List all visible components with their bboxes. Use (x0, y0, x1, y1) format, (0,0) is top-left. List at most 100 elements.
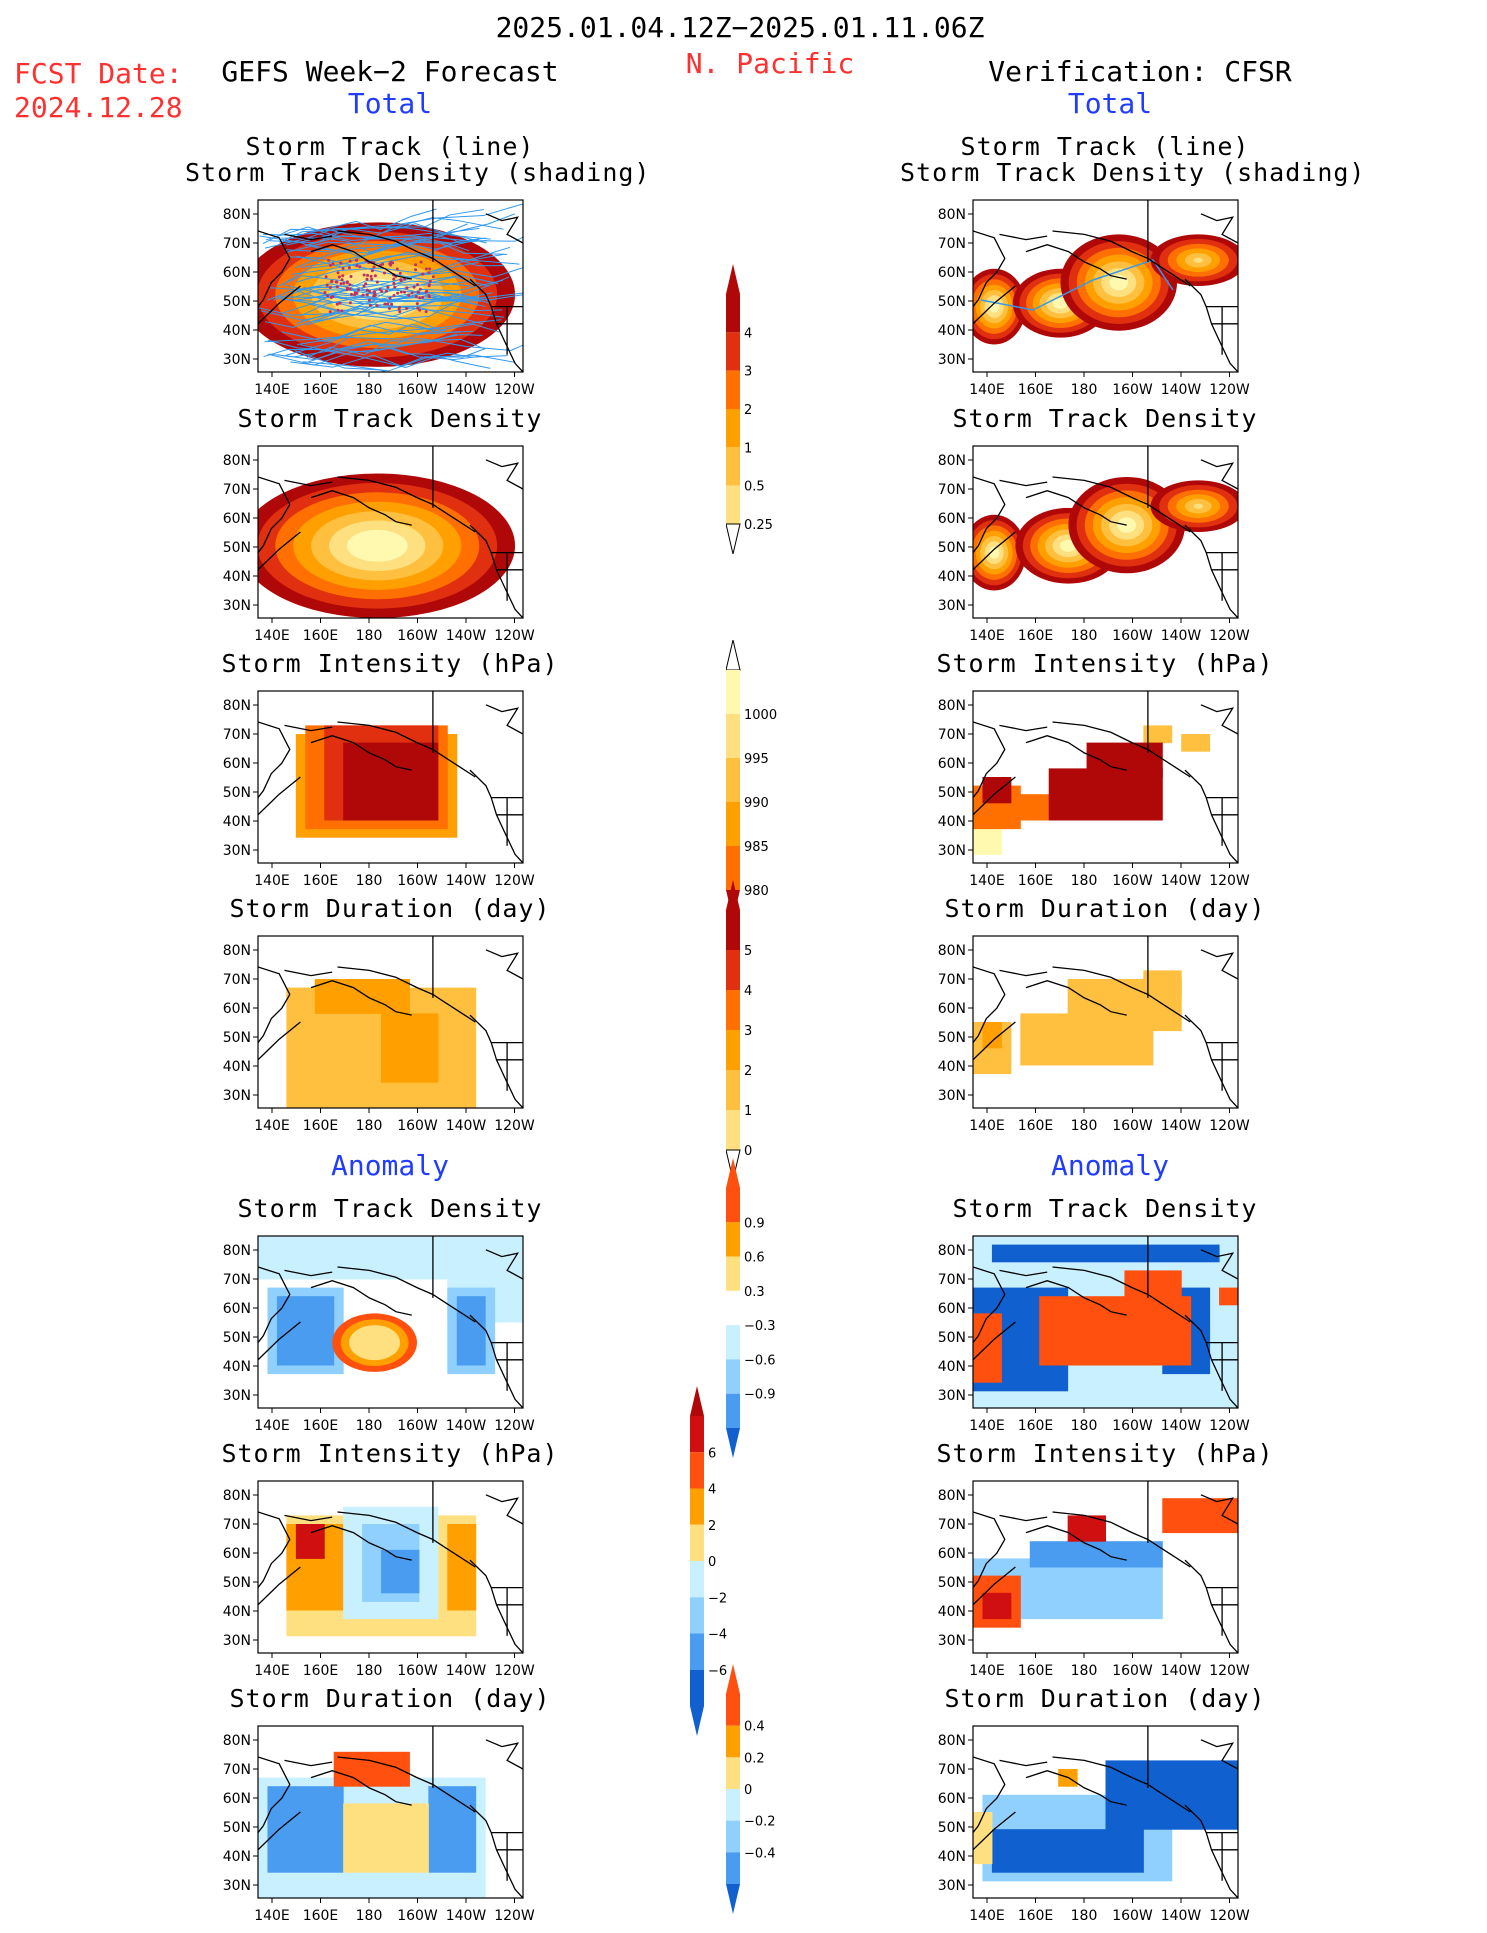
map-plot: 80N 70N 60N 50N 40N 30N140E 160E 180 160W 140W 120… (905, 683, 1250, 898)
panel-title: Storm Duration (day) (185, 896, 595, 921)
panel-title: Storm Track Density (900, 1196, 1310, 1221)
lon-tick-label: 180 (356, 1418, 383, 1434)
date-range-title: 2025.01.04.12Z−2025.01.11.06Z (440, 14, 1040, 42)
lon-tick-label: 120W (1209, 1118, 1250, 1134)
lat-tick-label: 80N (938, 1243, 966, 1259)
colorbar-label: 2 (744, 403, 752, 418)
right-total-label: Total (1010, 90, 1210, 118)
lat-tick-label: 40N (938, 1604, 966, 1620)
lon-tick-label: 180 (1071, 1118, 1098, 1134)
lat-tick-label: 30N (938, 1088, 966, 1104)
region-title: N. Pacific (640, 50, 900, 78)
lat-tick-label: 50N (938, 1575, 966, 1591)
colorbar-label: 985 (744, 840, 769, 855)
lon-tick-label: 180 (1071, 382, 1098, 398)
lat-tick-label: 40N (223, 323, 251, 339)
lon-tick-label: 180 (356, 1663, 383, 1679)
lon-tick-label: 180 (356, 1908, 383, 1924)
forecast-track-density-map: 80N 70N 60N 50N 40N 30N 140E 160E 180 160W 140W 120… (190, 192, 535, 407)
lat-tick-label: 40N (223, 814, 251, 830)
lon-tick-label: 120W (1209, 1418, 1250, 1434)
shading (973, 1760, 1239, 1881)
lon-tick-label: 120W (494, 382, 535, 398)
lat-tick-label: 70N (938, 972, 966, 988)
map-plot: 80N 70N 60N 50N 40N 30N140E 160E 180 160W 140W 120… (190, 1718, 535, 1933)
map-plot: 80N 70N 60N 50N 40N 30N140E 160E 180 160W 140W 120… (905, 928, 1250, 1143)
colorbar-label: 6 (708, 1446, 716, 1461)
forecast-duration-map: 80N 70N 60N 50N 40N 30N 140E 160E 180 160W 140W 120… (190, 928, 535, 1143)
lat-tick-label: 50N (938, 785, 966, 801)
lat-tick-label: 50N (938, 1330, 966, 1346)
lat-tick-label: 60N (938, 1791, 966, 1807)
right-column-title: Verification: CFSR (940, 58, 1340, 86)
lat-tick-label: 30N (938, 1388, 966, 1404)
map-plot: 80N 70N 60N 50N 40N 30N140E 160E 180 160W 140W 120… (905, 1473, 1250, 1688)
map-plot: 80N 70N 60N 50N 40N 30N140E 160E 180 160W 140W 120… (190, 192, 535, 407)
lon-tick-label: 120W (1209, 382, 1250, 398)
lon-tick-label: 160W (397, 628, 438, 644)
lon-tick-label: 180 (1071, 1418, 1098, 1434)
colorbar-label: −4 (708, 1628, 727, 1643)
lon-tick-label: 160W (397, 1663, 438, 1679)
colorbar-label: 0.25 (744, 518, 773, 533)
lon-tick-label: 160E (1018, 628, 1054, 644)
panel-title: Storm Intensity (hPa) (900, 1441, 1310, 1466)
verification-duration-anomaly-map: 80N 70N 60N 50N 40N 30N 140E 160E 180 160W 140W 120… (905, 1718, 1250, 1933)
panel-title: Storm Track Density (185, 406, 595, 431)
lon-tick-label: 120W (494, 873, 535, 889)
map-plot: 80N 70N 60N 50N 40N 30N140E 160E 180 160W 140W 120… (905, 1718, 1250, 1933)
lon-tick-label: 140E (969, 873, 1005, 889)
shading (962, 477, 1246, 591)
lat-tick-label: 80N (223, 943, 251, 959)
lon-tick-label: 140E (254, 1418, 290, 1434)
lat-tick-label: 60N (938, 265, 966, 281)
lon-tick-label: 120W (494, 1118, 535, 1134)
panel-title: Storm Intensity (hPa) (185, 651, 595, 676)
lon-tick-label: 140E (254, 1118, 290, 1134)
shading (962, 234, 1246, 344)
lat-tick-label: 30N (223, 598, 251, 614)
colorbar-label: 4 (744, 326, 752, 341)
shading (973, 1236, 1239, 1409)
verification-intensity-anomaly-map: 80N 70N 60N 50N 40N 30N 140E 160E 180 160W 140W 120… (905, 1473, 1250, 1688)
lon-tick-label: 160E (1018, 382, 1054, 398)
colorbar-label: 4 (708, 1483, 716, 1498)
map-plot: 80N 70N 60N 50N 40N 30N140E 160E 180 160W 140W 120… (905, 438, 1250, 653)
verification-density-anomaly-map: 80N 70N 60N 50N 40N 30N 140E 160E 180 160W 140W 120… (905, 1228, 1250, 1443)
lat-tick-label: 50N (223, 785, 251, 801)
colorbar-label: 0 (708, 1555, 716, 1570)
lon-tick-label: 160W (397, 1418, 438, 1434)
panel-title: Storm Duration (day) (185, 1686, 595, 1711)
lat-tick-label: 60N (223, 511, 251, 527)
lon-tick-label: 160W (397, 382, 438, 398)
map-plot: 80N 70N 60N 50N 40N 30N140E 160E 180 160W 140W 120… (190, 1228, 535, 1443)
left-total-label: Total (290, 90, 490, 118)
colorbar-label: 0.5 (744, 480, 765, 495)
lon-tick-label: 160W (1112, 873, 1153, 889)
lat-tick-label: 50N (223, 294, 251, 310)
lat-tick-label: 40N (223, 1359, 251, 1375)
lat-tick-label: 60N (223, 1001, 251, 1017)
lon-tick-label: 160E (303, 1908, 339, 1924)
lat-tick-label: 80N (223, 207, 251, 223)
lon-tick-label: 180 (356, 873, 383, 889)
lon-tick-label: 140W (1161, 1118, 1202, 1134)
lon-tick-label: 120W (1209, 873, 1250, 889)
lat-tick-label: 80N (223, 1733, 251, 1749)
forecast-density-anomaly-map: 80N 70N 60N 50N 40N 30N 140E 160E 180 160W 140W 120… (190, 1228, 535, 1443)
lat-tick-label: 80N (223, 698, 251, 714)
colorbar-label: 995 (744, 752, 769, 767)
left-column-title: GEFS Week−2 Forecast (190, 58, 590, 86)
lon-tick-label: 160E (303, 873, 339, 889)
lon-tick-label: 160E (1018, 1663, 1054, 1679)
lat-tick-label: 60N (938, 756, 966, 772)
lon-tick-label: 160E (1018, 1908, 1054, 1924)
verification-density-map: 80N 70N 60N 50N 40N 30N 140E 160E 180 160W 140W 120… (905, 438, 1250, 653)
lat-tick-label: 70N (938, 1517, 966, 1533)
lat-tick-label: 60N (938, 1546, 966, 1562)
lat-tick-label: 30N (223, 843, 251, 859)
lat-tick-label: 30N (223, 1633, 251, 1649)
lat-tick-label: 80N (938, 1488, 966, 1504)
colorbar-label: −2 (708, 1591, 727, 1606)
panel-title: Storm Track Density (185, 1196, 595, 1221)
